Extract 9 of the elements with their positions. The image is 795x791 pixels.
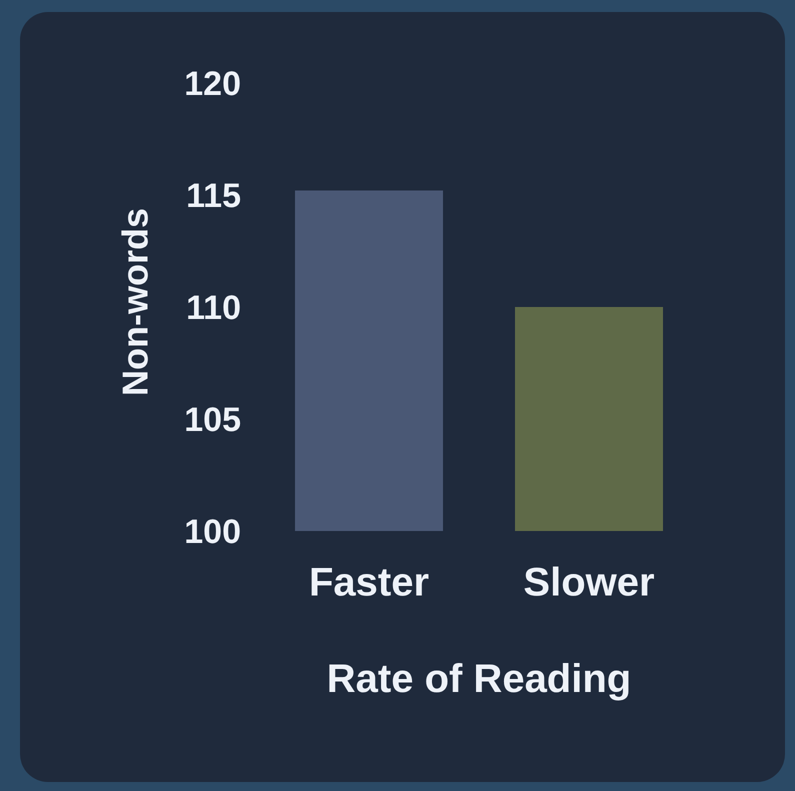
y-tick-label: 120 (184, 65, 241, 104)
y-tick-label: 105 (184, 401, 241, 440)
y-tick-label: 100 (184, 513, 241, 552)
x-tick-label: Slower (523, 560, 655, 604)
y-tick-label: 110 (186, 289, 241, 328)
y-axis-title: Non-words (114, 208, 156, 396)
x-axis-title: Rate of Reading (326, 657, 632, 701)
y-tick-label: 115 (186, 177, 241, 216)
x-tick-label: Faster (308, 560, 430, 604)
